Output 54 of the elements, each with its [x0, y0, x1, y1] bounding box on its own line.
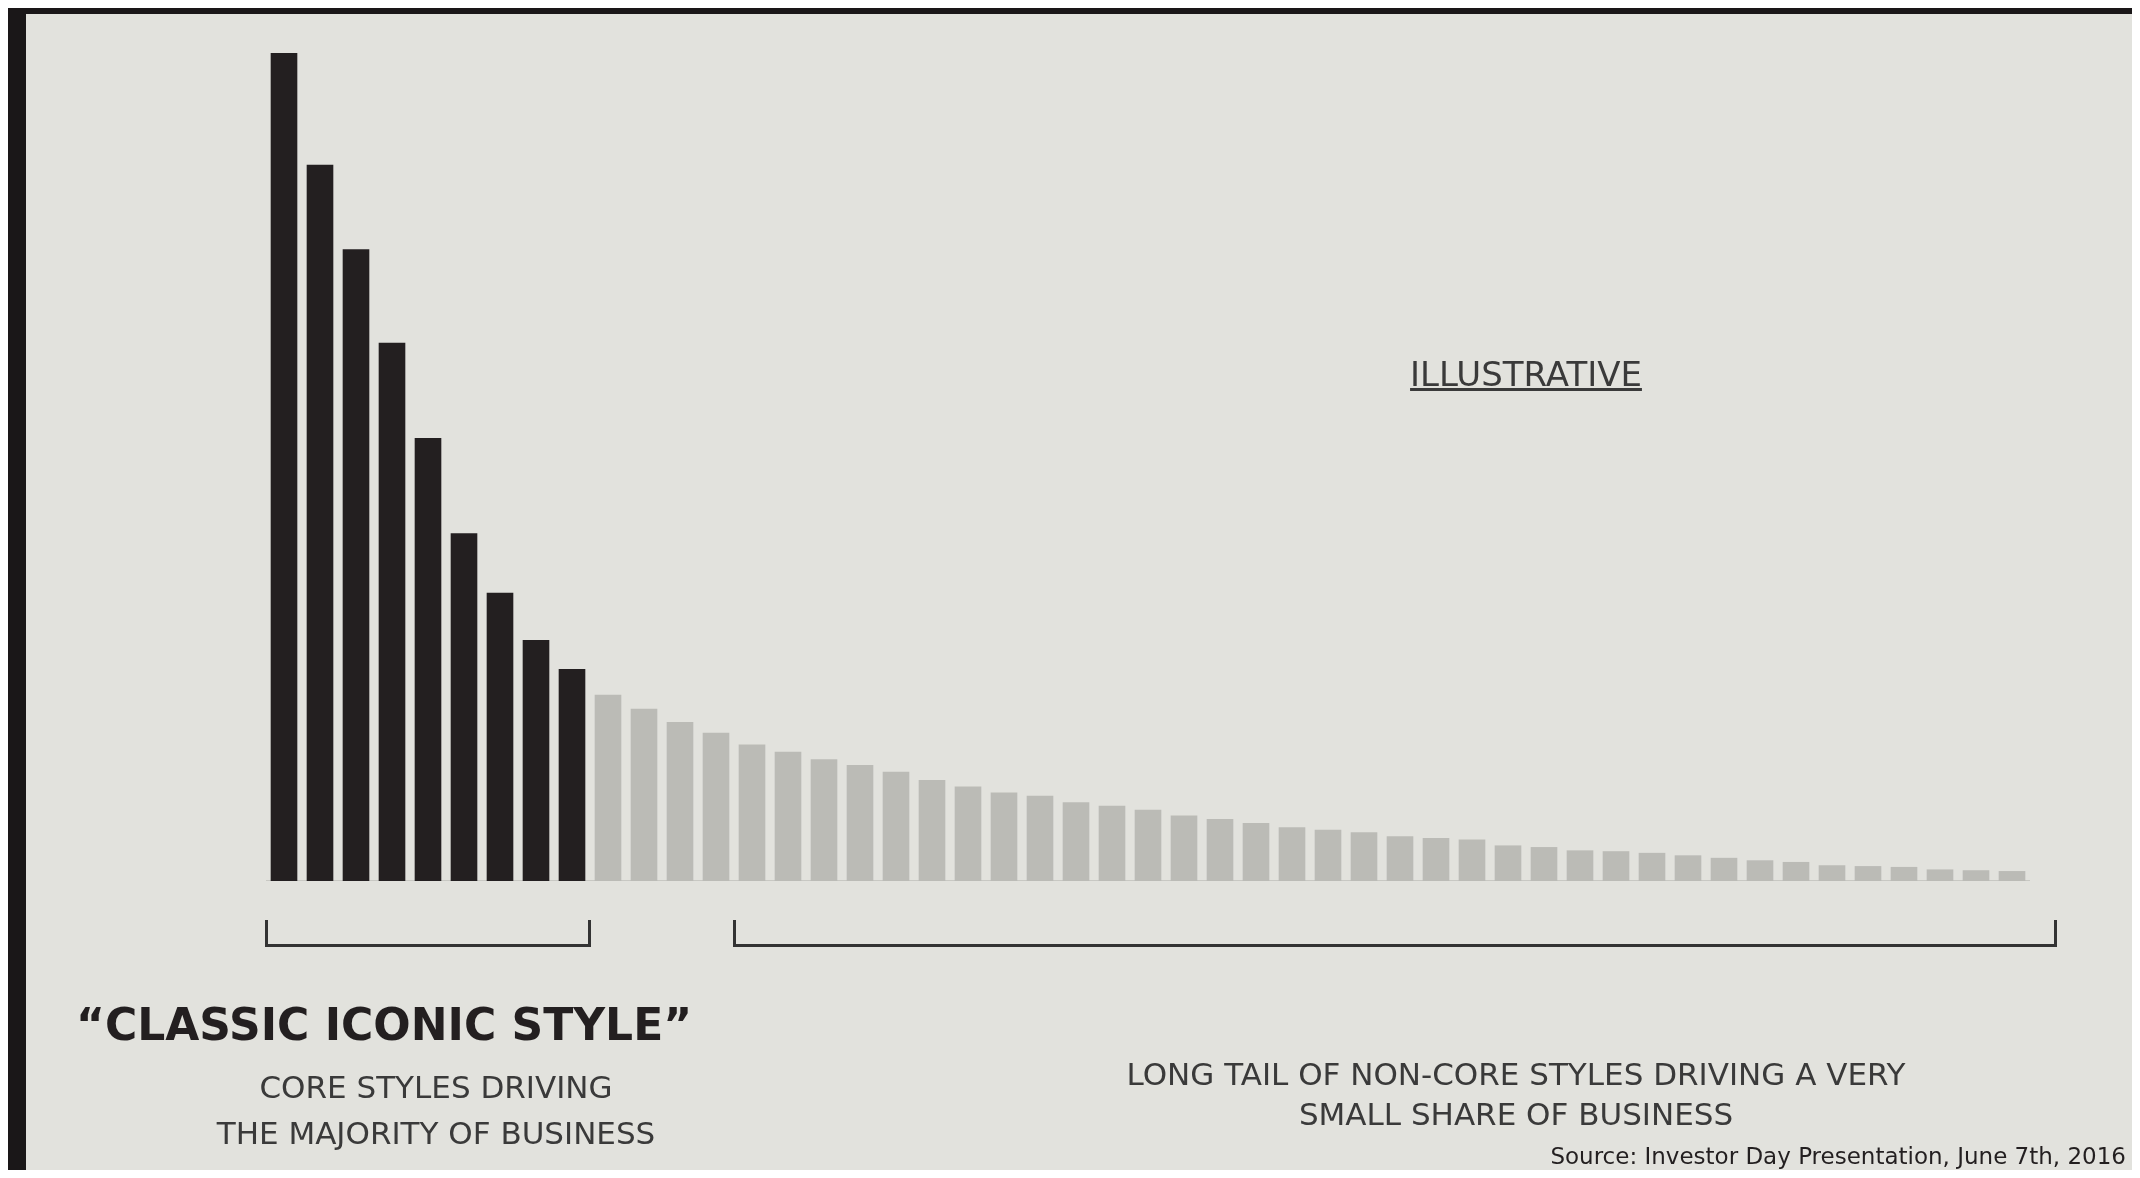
bar	[1818, 865, 1846, 881]
bar	[1134, 809, 1162, 881]
bar	[1458, 839, 1486, 881]
bar	[1386, 836, 1414, 881]
bar	[810, 759, 838, 881]
bar	[774, 751, 802, 881]
bar	[1566, 850, 1594, 881]
bar	[378, 342, 406, 881]
bar	[1926, 869, 1954, 881]
bar	[1854, 866, 1882, 881]
bar	[1422, 837, 1450, 881]
bar	[738, 744, 766, 881]
bar	[1782, 861, 1810, 881]
bar	[666, 722, 694, 881]
bar	[1638, 852, 1666, 881]
bar	[1890, 866, 1918, 881]
text: CORE STYLES DRIVING THE MAJORITY OF BUSINESS	[215, 1068, 657, 1153]
bar	[522, 640, 550, 881]
bar	[882, 771, 910, 881]
bar	[990, 792, 1018, 881]
bar	[1278, 827, 1306, 881]
bar	[1674, 855, 1702, 881]
bar	[1026, 795, 1054, 881]
bar	[1170, 815, 1198, 881]
bar	[846, 765, 874, 881]
bar	[594, 694, 622, 881]
annotation: ILLUSTRATIVE	[1409, 354, 1643, 394]
bar	[918, 779, 946, 881]
bar	[1530, 847, 1558, 881]
bar	[1062, 802, 1090, 881]
bar	[414, 438, 442, 881]
bar	[1998, 871, 2026, 881]
text: LONG TAIL OF NON-CORE STYLES DRIVING A VERY SMALL SHARE OF BUSINESS	[1125, 1055, 1907, 1134]
bar	[306, 164, 334, 881]
bar	[702, 732, 730, 881]
bar	[630, 708, 658, 881]
bar	[450, 533, 478, 881]
bar	[1098, 805, 1126, 881]
bar	[954, 786, 982, 881]
bar	[1602, 851, 1630, 881]
bar	[558, 669, 586, 881]
bar	[1242, 823, 1270, 881]
bar	[342, 249, 370, 881]
bar	[1350, 832, 1378, 881]
bar	[270, 53, 298, 881]
bar	[1962, 870, 1990, 881]
bar	[1494, 845, 1522, 881]
bar	[1314, 829, 1342, 881]
source-note: Source: Investor Day Presentation, June 7th, 2016	[1549, 1142, 2126, 1170]
bar	[1746, 860, 1774, 881]
bar	[1206, 818, 1234, 881]
bar	[486, 592, 514, 881]
bar	[1710, 857, 1738, 881]
text: “CLASSIC ICONIC STYLE”	[76, 999, 694, 1050]
